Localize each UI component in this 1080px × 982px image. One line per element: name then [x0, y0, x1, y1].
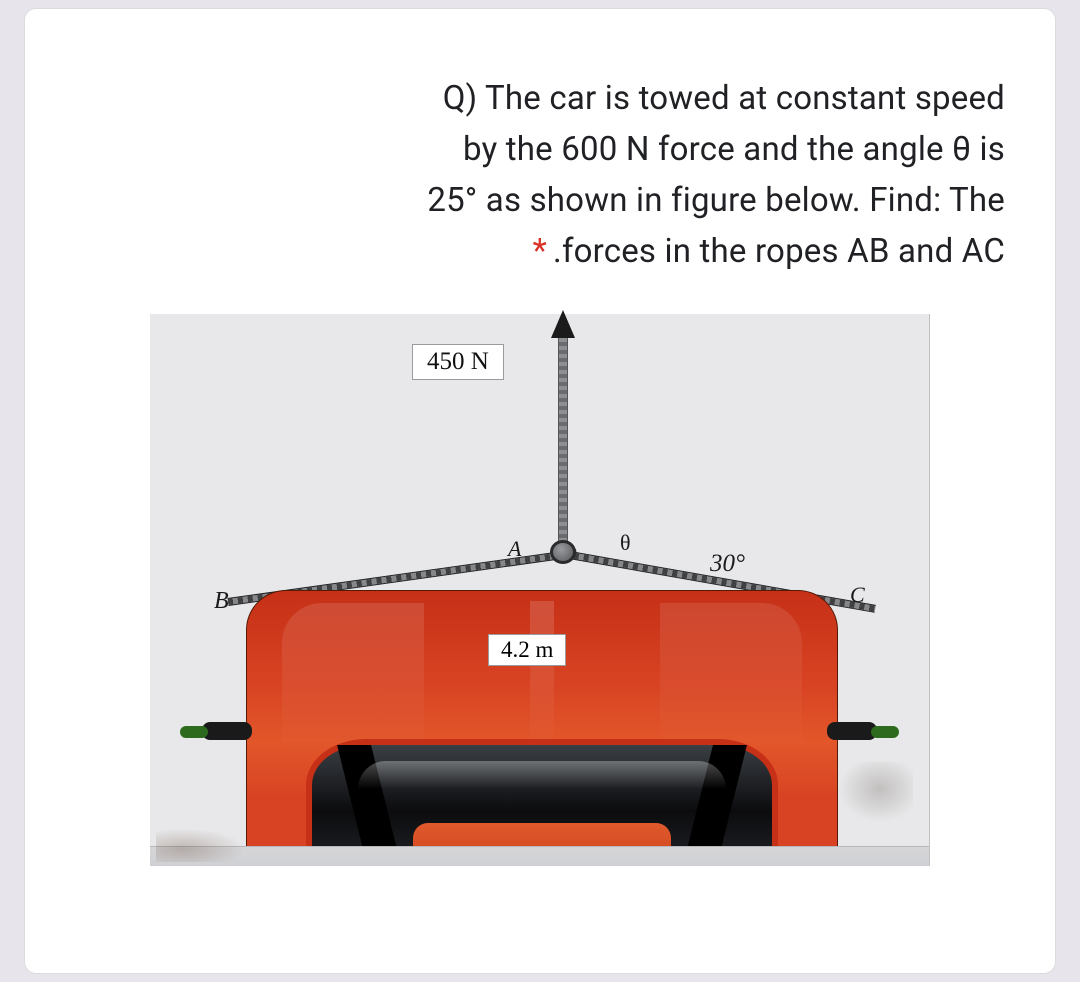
label-point-A: A: [508, 536, 521, 562]
physics-figure: 450 N A θ 30° B C 4.2 m: [150, 314, 930, 866]
label-angle-30: 30°: [710, 550, 745, 578]
question-text: Q) The car is towed at constant speed by…: [65, 41, 1015, 314]
figure-container: 450 N A θ 30° B C 4.2 m: [65, 314, 1015, 866]
question-card: Q) The car is towed at constant speed by…: [24, 8, 1056, 974]
car-body: [246, 590, 838, 866]
label-theta: θ: [620, 530, 631, 556]
label-point-C: C: [850, 582, 865, 608]
required-asterisk: *: [533, 232, 547, 271]
force-arrow: [558, 334, 568, 554]
car-hood-highlight-left: [282, 603, 424, 753]
car-hood-highlight-right: [660, 603, 802, 753]
texture-spot-left: [156, 828, 246, 862]
q-line-3: 25° as shown in figure below. Find: The: [427, 181, 1005, 220]
car-mirror-left: [202, 722, 252, 740]
figure-floor-strip: [150, 846, 929, 866]
dimension-label: 4.2 m: [488, 634, 566, 666]
force-magnitude-label: 450 N: [412, 344, 504, 380]
q-line-1: Q) The car is towed at constant speed: [443, 79, 1005, 118]
car-hood-ridge: [530, 601, 554, 751]
tow-ring-A: [550, 540, 576, 564]
texture-spot-right: [839, 762, 913, 822]
q-line-2: by the 600 N force and the angle θ is: [463, 130, 1005, 169]
q-line-4: .forces in the ropes AB and AC: [553, 232, 1005, 271]
car-mirror-right: [827, 722, 877, 740]
label-point-B: B: [214, 588, 229, 615]
